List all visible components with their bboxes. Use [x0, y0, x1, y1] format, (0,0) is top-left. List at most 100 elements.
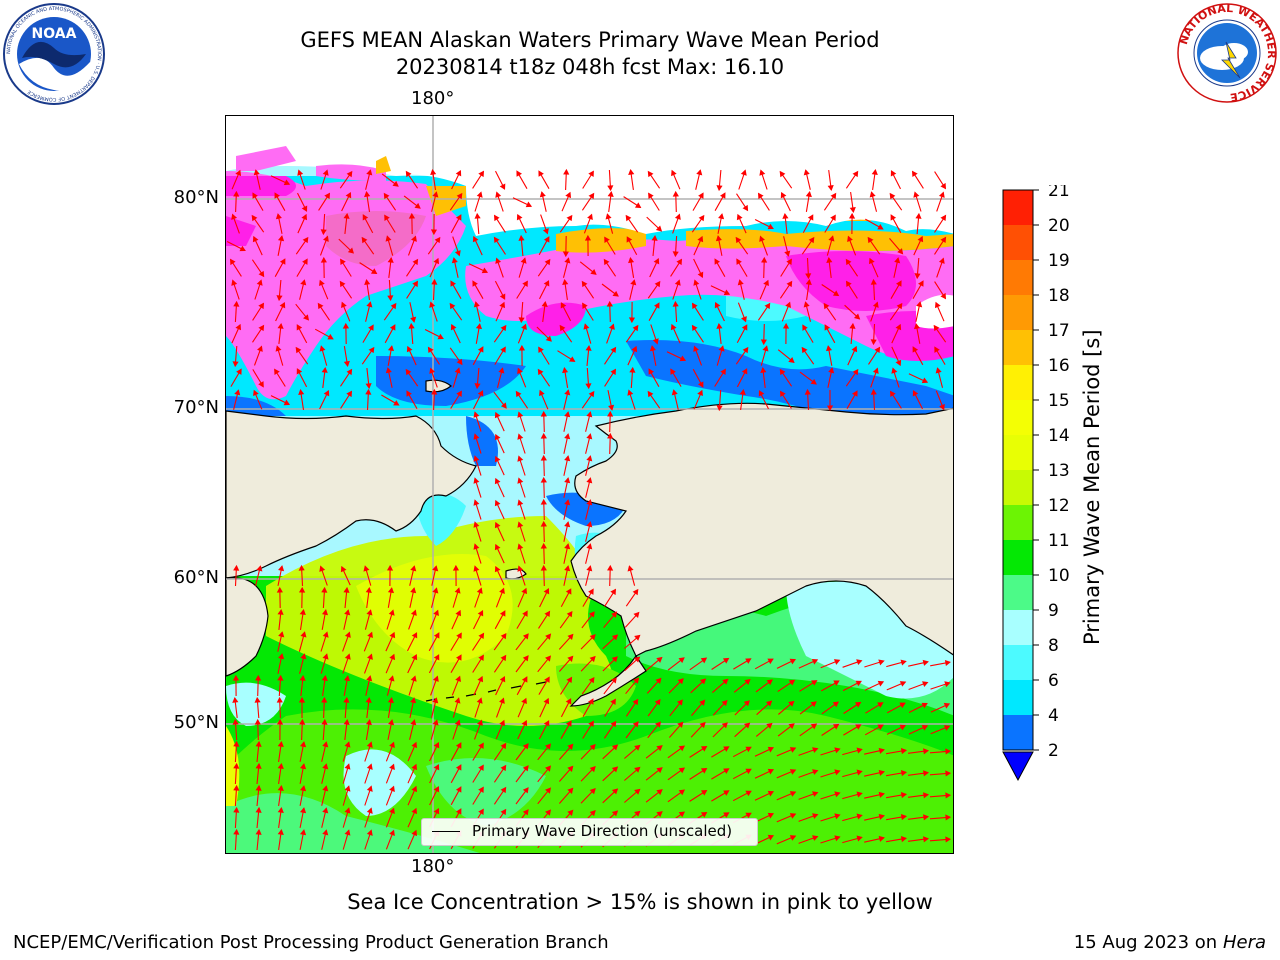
wave-arrow-head	[655, 677, 662, 685]
wave-arrow-head	[945, 836, 952, 843]
wave-arrow-head	[803, 169, 810, 176]
wave-arrow-head	[923, 792, 930, 799]
wave-arrow-head	[257, 345, 263, 352]
wave-arrow-head	[366, 763, 373, 770]
wave-arrow-head	[672, 190, 679, 197]
wave-arrow-head	[743, 722, 751, 729]
wave-arrow-head	[365, 696, 372, 703]
wave-arrow-head	[722, 657, 730, 664]
wave-arrow-head	[889, 192, 896, 200]
wave-arrow-head	[451, 257, 458, 264]
colorbar-tick-label: 19	[1048, 251, 1070, 271]
wave-arrow-head	[321, 696, 328, 703]
wave-arrow-head	[455, 808, 462, 815]
wave-arrow-head	[473, 565, 480, 572]
wave-arrow-head	[581, 280, 588, 288]
map-legend	[421, 818, 758, 846]
wave-arrow-head	[545, 335, 552, 342]
noaa-logo: NOAA NATIONAL OCEANIC AND ATMOSPHERIC AD…	[3, 3, 105, 105]
wave-arrow-head	[298, 388, 305, 395]
wave-arrow-head	[500, 402, 507, 409]
wave-arrow-head	[500, 654, 507, 662]
map-panel	[225, 115, 954, 854]
footer-date: 15 Aug 2023 on Hera	[1074, 932, 1266, 953]
wave-arrow-head	[344, 631, 351, 638]
wave-arrow-head	[737, 279, 744, 286]
wave-arrow-head	[455, 764, 462, 771]
wave-arrow-head	[411, 785, 418, 793]
colorbar-title: Primary Wave Mean Period [s]	[1080, 329, 1104, 645]
wave-arrow-head	[433, 763, 440, 771]
wave-arrow-head	[494, 543, 501, 551]
wave-arrow-head	[923, 770, 930, 777]
wave-arrow-head	[742, 346, 749, 354]
wave-arrow-head	[320, 229, 327, 236]
wave-arrow-head	[236, 368, 242, 375]
wave-arrow-head	[607, 185, 614, 192]
wave-arrow-head	[916, 301, 923, 308]
wave-arrow-head	[788, 679, 796, 686]
wave-arrow-head	[346, 390, 353, 398]
wave-arrow-head	[295, 346, 302, 354]
wave-arrow-head	[718, 213, 725, 220]
wave-arrow-head	[945, 770, 952, 777]
wave-arrow-head	[872, 301, 879, 308]
wave-arrow-head	[366, 675, 373, 682]
wave-arrow-head	[365, 586, 372, 593]
wave-arrow-head	[647, 170, 654, 178]
wave-arrow-head	[254, 696, 261, 703]
wave-arrow-head	[430, 229, 438, 236]
wave-arrow-head	[630, 279, 637, 286]
wave-arrow-head	[518, 317, 525, 324]
wave-arrow-head	[410, 609, 417, 616]
wave-arrow-head	[678, 789, 686, 796]
wave-arrow-head	[366, 609, 373, 616]
wave-arrow-head	[500, 786, 507, 794]
wave-arrow-head	[608, 404, 615, 411]
colorbar-tick-label: 14	[1048, 426, 1070, 446]
wave-arrow-head	[478, 170, 485, 178]
latitude-label-80n: 80°N	[173, 187, 219, 208]
wave-arrow-head	[518, 344, 526, 351]
wave-arrow-head	[627, 565, 634, 572]
wave-arrow-head	[431, 278, 438, 285]
wave-arrow-head	[786, 258, 792, 265]
wave-arrow-head	[745, 768, 752, 775]
wave-arrow-head	[877, 680, 885, 687]
wave-arrow-head	[344, 807, 351, 814]
wave-arrow-head	[322, 169, 329, 176]
wave-arrow-head	[803, 301, 810, 308]
wave-arrow-head	[764, 302, 771, 310]
wave-arrow-head	[789, 658, 797, 665]
wave-arrow-head	[610, 720, 617, 728]
wave-arrow-head	[648, 368, 654, 375]
wave-arrow-head	[515, 390, 522, 398]
chart-title: GEFS MEAN Alaskan Waters Primary Wave Me…	[300, 28, 880, 52]
wave-arrow-head	[697, 271, 704, 279]
wave-arrow-head	[566, 610, 573, 618]
wave-arrow-head	[607, 190, 614, 197]
wave-arrow-head	[693, 345, 699, 352]
wave-arrow-head	[912, 346, 919, 353]
wave-arrow-head	[562, 366, 569, 374]
wave-arrow-head	[279, 258, 286, 265]
colorbar-bin	[1003, 575, 1033, 610]
wave-arrow-head	[274, 192, 280, 199]
wave-arrow-head	[299, 674, 306, 681]
wave-arrow-head	[300, 631, 307, 638]
colorbar-tick-label: 10	[1048, 566, 1070, 586]
wave-arrow-head	[478, 808, 484, 815]
wave-arrow-head	[540, 454, 547, 461]
wave-arrow-head	[761, 256, 768, 263]
wave-arrow-head	[812, 835, 819, 841]
wave-arrow-head	[317, 302, 324, 310]
wave-arrow-head	[543, 697, 550, 705]
wave-arrow-head	[672, 251, 679, 258]
wave-arrow-head	[319, 565, 326, 572]
wave-arrow-head	[478, 742, 484, 749]
wave-arrow-head	[698, 214, 705, 222]
wave-arrow-head	[845, 258, 852, 266]
wave-arrow-head	[275, 213, 282, 220]
wave-arrow-head	[723, 790, 730, 796]
wave-arrow-head	[408, 322, 415, 329]
